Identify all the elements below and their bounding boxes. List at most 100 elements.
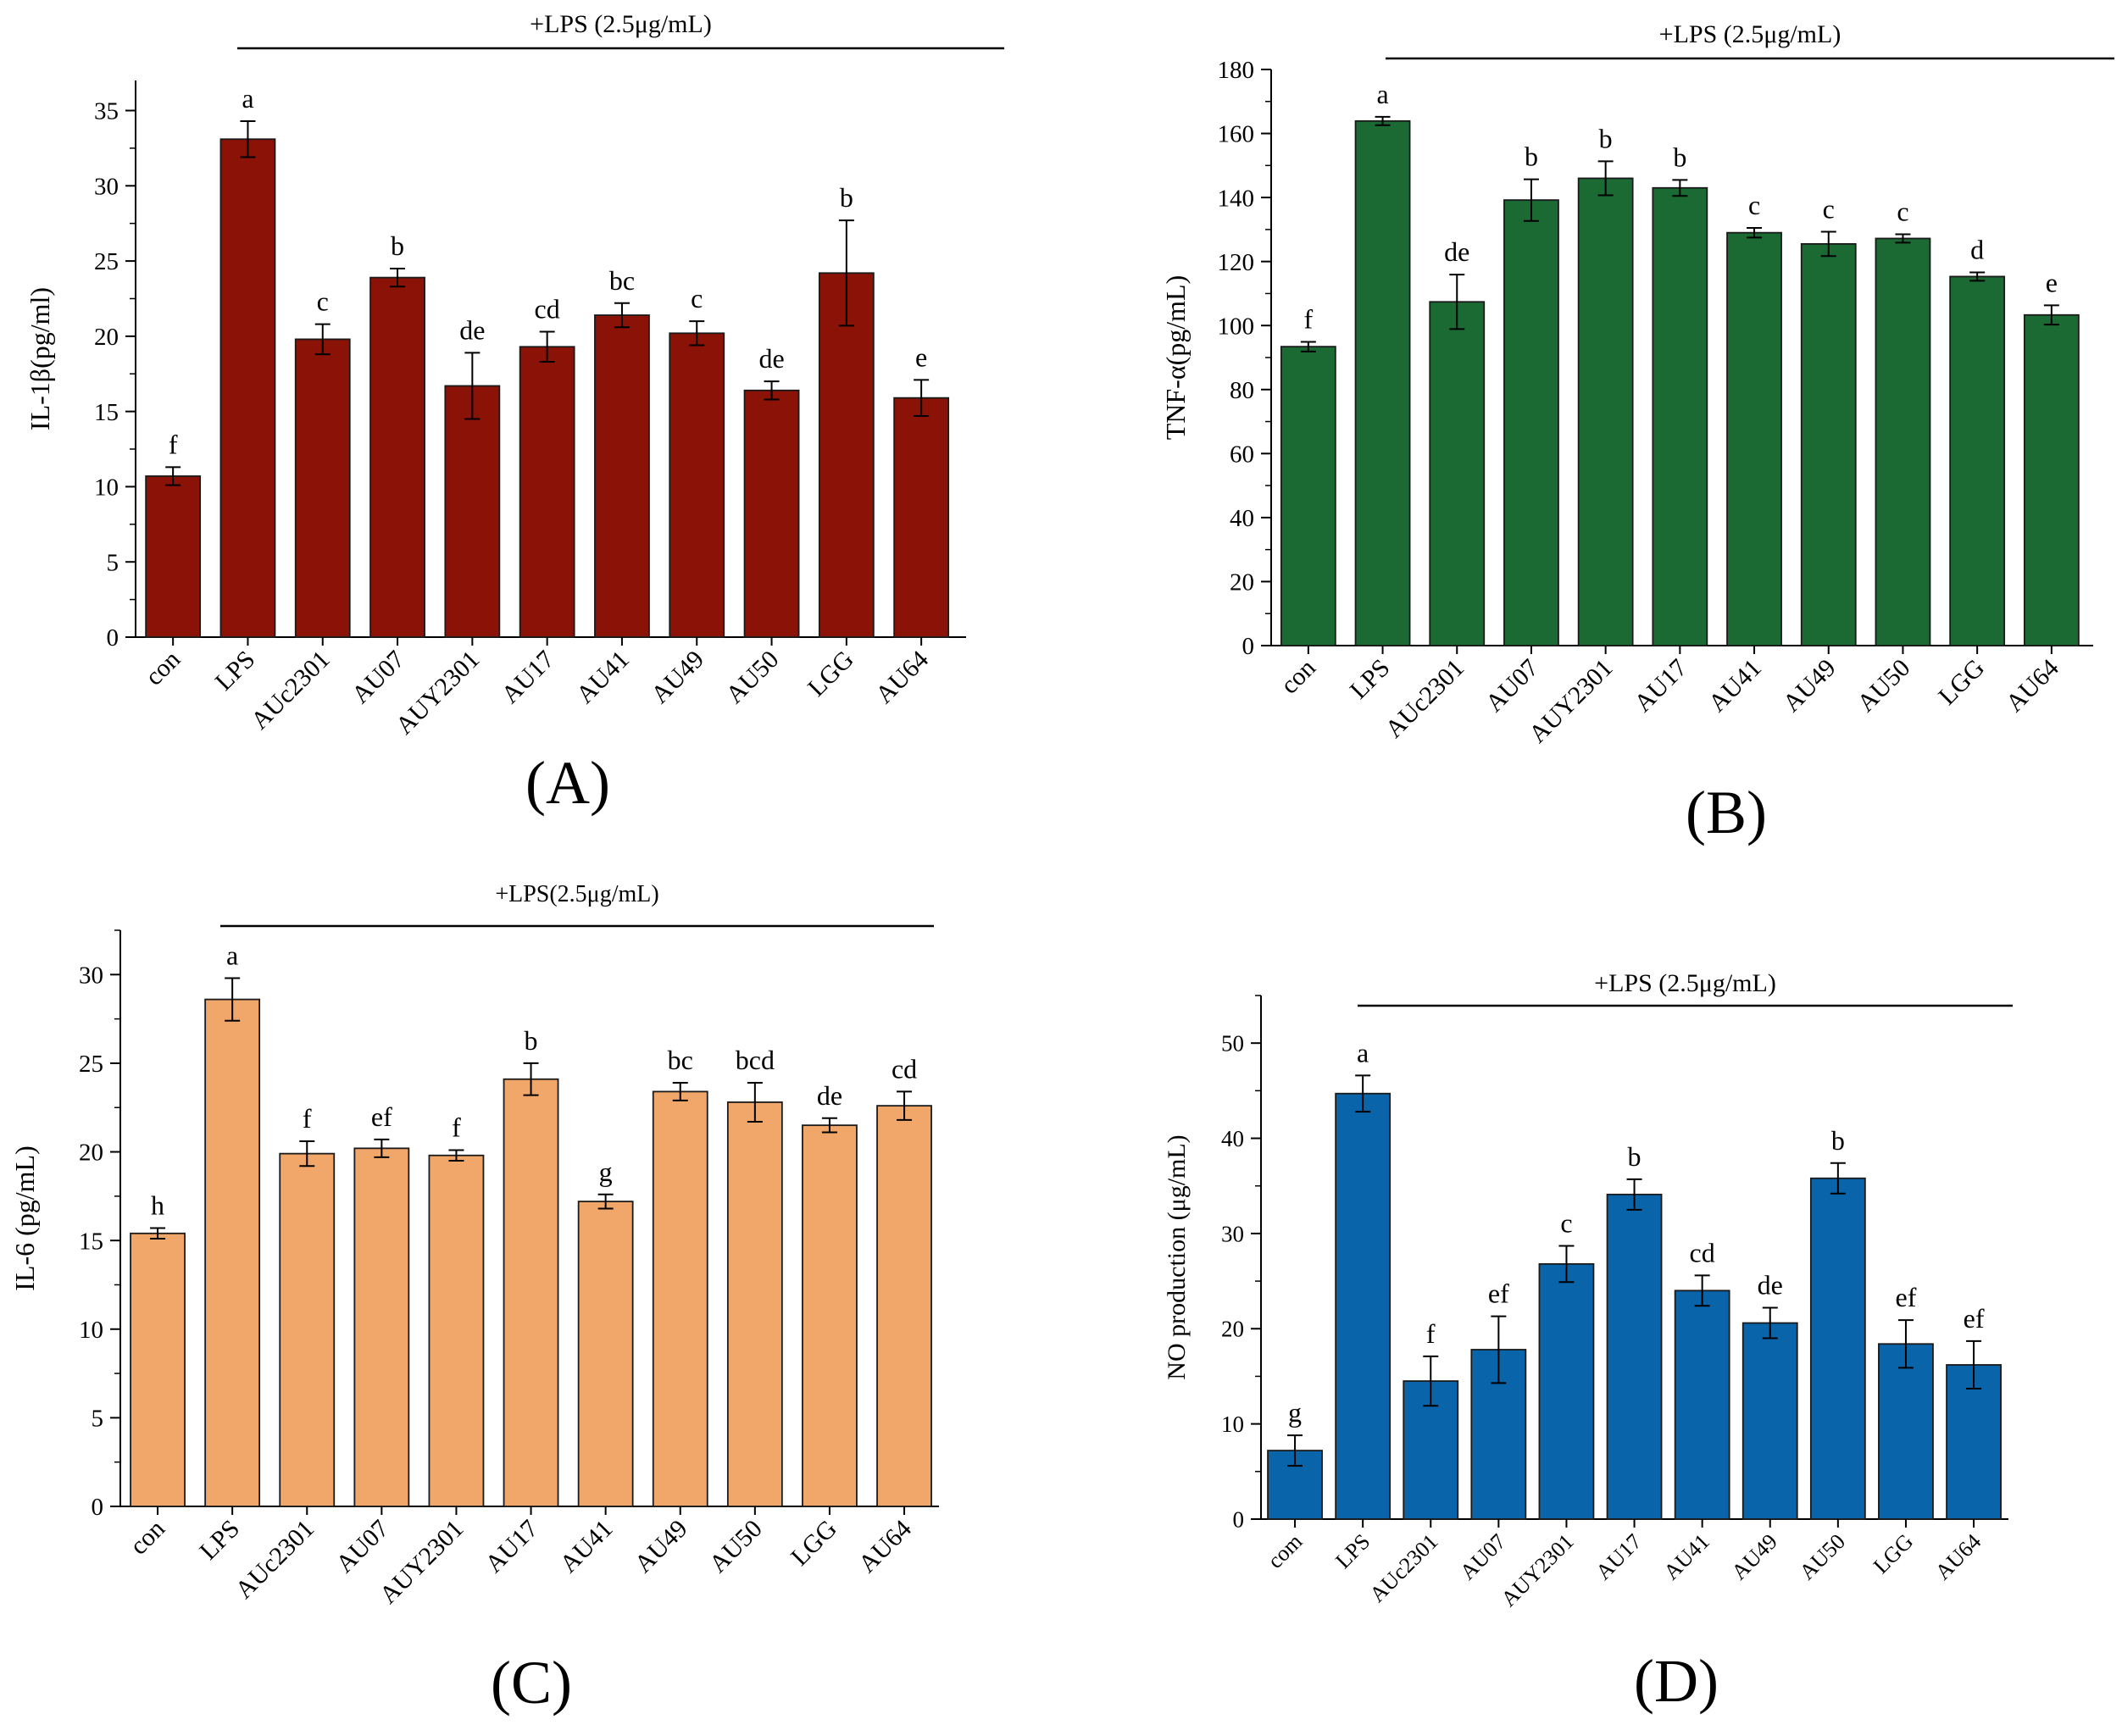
y-tick-label: 20 — [1230, 569, 1254, 596]
significance-letter: f — [169, 429, 178, 459]
y-tick-label: 15 — [79, 1228, 103, 1255]
x-tick-label: AU07 — [1480, 654, 1544, 718]
y-tick-label: 20 — [79, 1140, 103, 1167]
x-tick-label: AU50 — [720, 646, 784, 709]
treatment-label: +LPS (2.5μg/mL) — [1659, 20, 1841, 48]
y-tick-label: 0 — [92, 1494, 104, 1521]
y-tick-label: 140 — [1218, 185, 1255, 212]
significance-letter: a — [242, 83, 253, 114]
x-tick-label: LPS — [1330, 1529, 1375, 1573]
bar — [294, 338, 351, 638]
x-tick-label: AU07 — [1455, 1529, 1510, 1584]
bar — [1741, 1322, 1798, 1520]
bar — [577, 1201, 634, 1507]
y-tick-label: 0 — [1233, 1506, 1245, 1532]
x-tick-label: con — [140, 646, 186, 691]
bar — [369, 276, 425, 638]
significance-letter: b — [1599, 123, 1613, 153]
x-tick-label: AU49 — [1727, 1529, 1782, 1584]
significance-letter: a — [1376, 79, 1388, 109]
bar — [130, 1232, 186, 1507]
y-tick-label: 160 — [1218, 121, 1255, 148]
significance-letter: cd — [535, 294, 560, 324]
y-tick-label: 30 — [94, 173, 119, 200]
x-tick-label: con — [1275, 654, 1321, 700]
bar — [1538, 1262, 1595, 1520]
y-tick-label: 180 — [1218, 57, 1255, 84]
y-tick-label: 40 — [1221, 1126, 1244, 1151]
x-tick-label: AU64 — [2001, 654, 2064, 718]
bar — [2023, 313, 2080, 646]
y-tick-label: 25 — [79, 1051, 103, 1078]
significance-letter: f — [452, 1112, 461, 1142]
bar — [1429, 301, 1486, 646]
significance-letter: de — [1444, 236, 1469, 267]
x-tick-label: AU50 — [1852, 654, 1915, 718]
y-axis-title: NO production (μg/mL) — [1163, 1134, 1191, 1379]
x-tick-label: AU49 — [630, 1515, 693, 1578]
bar — [1726, 231, 1782, 646]
bar — [669, 332, 725, 638]
bar — [1809, 1177, 1866, 1520]
significance-letter: ef — [371, 1101, 392, 1132]
significance-letter: a — [226, 940, 238, 970]
y-tick-label: 35 — [94, 98, 119, 125]
bar — [1577, 177, 1634, 646]
y-tick-label: 10 — [1221, 1412, 1244, 1437]
significance-letter: e — [2046, 267, 2058, 297]
y-tick-label: 30 — [79, 962, 103, 989]
significance-letter: b — [1628, 1141, 1641, 1172]
significance-letter: d — [1970, 235, 1984, 265]
x-tick-label: LPS — [194, 1515, 245, 1566]
x-tick-label: AUc2301 — [1380, 654, 1469, 744]
bar — [279, 1152, 336, 1507]
x-tick-label: con — [125, 1515, 170, 1561]
x-tick-label: AU17 — [1629, 654, 1692, 718]
significance-letter: h — [151, 1190, 164, 1221]
significance-letter: b — [1673, 141, 1686, 172]
bar — [818, 272, 875, 638]
y-axis-title: IL-1β(pg/ml) — [25, 287, 55, 430]
x-tick-label: AUc2301 — [1365, 1529, 1443, 1607]
y-tick-label: 80 — [1230, 377, 1254, 404]
x-tick-label: AU49 — [1778, 654, 1841, 718]
significance-letter: cd — [1690, 1237, 1715, 1267]
x-tick-label: LGG — [786, 1515, 842, 1572]
panel-label: (B) — [1686, 779, 1767, 846]
y-tick-label: 25 — [94, 248, 119, 275]
y-axis-title: IL-6 (pg/mL) — [9, 1145, 40, 1291]
panel-label: (D) — [1634, 1647, 1719, 1715]
bar — [353, 1147, 410, 1507]
bar — [1800, 242, 1857, 646]
x-tick-label: AU50 — [1795, 1529, 1850, 1584]
significance-letter: c — [1560, 1208, 1572, 1239]
significance-letter: de — [758, 343, 784, 374]
bar — [893, 397, 950, 638]
panel-label: (C) — [491, 1649, 572, 1717]
y-tick-label: 0 — [107, 624, 119, 652]
significance-letter: b — [1525, 141, 1538, 172]
significance-letter: c — [317, 286, 329, 317]
bar — [503, 1078, 559, 1507]
treatment-label: +LPS(2.5μg/mL) — [495, 881, 658, 907]
significance-letter: de — [459, 314, 485, 345]
significance-letter: b — [1831, 1125, 1845, 1156]
y-tick-label: 5 — [107, 549, 119, 576]
x-tick-label: AUc2301 — [230, 1515, 319, 1605]
x-tick-label: AU07 — [331, 1515, 394, 1578]
bar — [1946, 1364, 2002, 1520]
bar — [1280, 346, 1336, 646]
x-tick-label: AU64 — [870, 646, 934, 709]
bar — [1606, 1193, 1663, 1520]
bar — [802, 1124, 858, 1507]
x-tick-label: LPS — [210, 646, 261, 696]
panel-d-no-production: 0 10 20 30 40 50 NO production (μg/mL) g com a LPS… — [1163, 969, 2013, 1715]
x-tick-label: AUc2301 — [246, 646, 336, 735]
x-tick-label: com — [1263, 1529, 1307, 1573]
panel-label: (A) — [525, 749, 610, 817]
panel-b-tnfa: 0 20 40 60 80 100 120 140 160 180 TNF-α(pg/mL) f con… — [1160, 20, 2114, 846]
x-tick-label: AU64 — [1930, 1529, 1986, 1584]
y-tick-label: 15 — [94, 399, 119, 426]
y-tick-label: 20 — [94, 324, 119, 351]
significance-letter: f — [303, 1103, 312, 1134]
